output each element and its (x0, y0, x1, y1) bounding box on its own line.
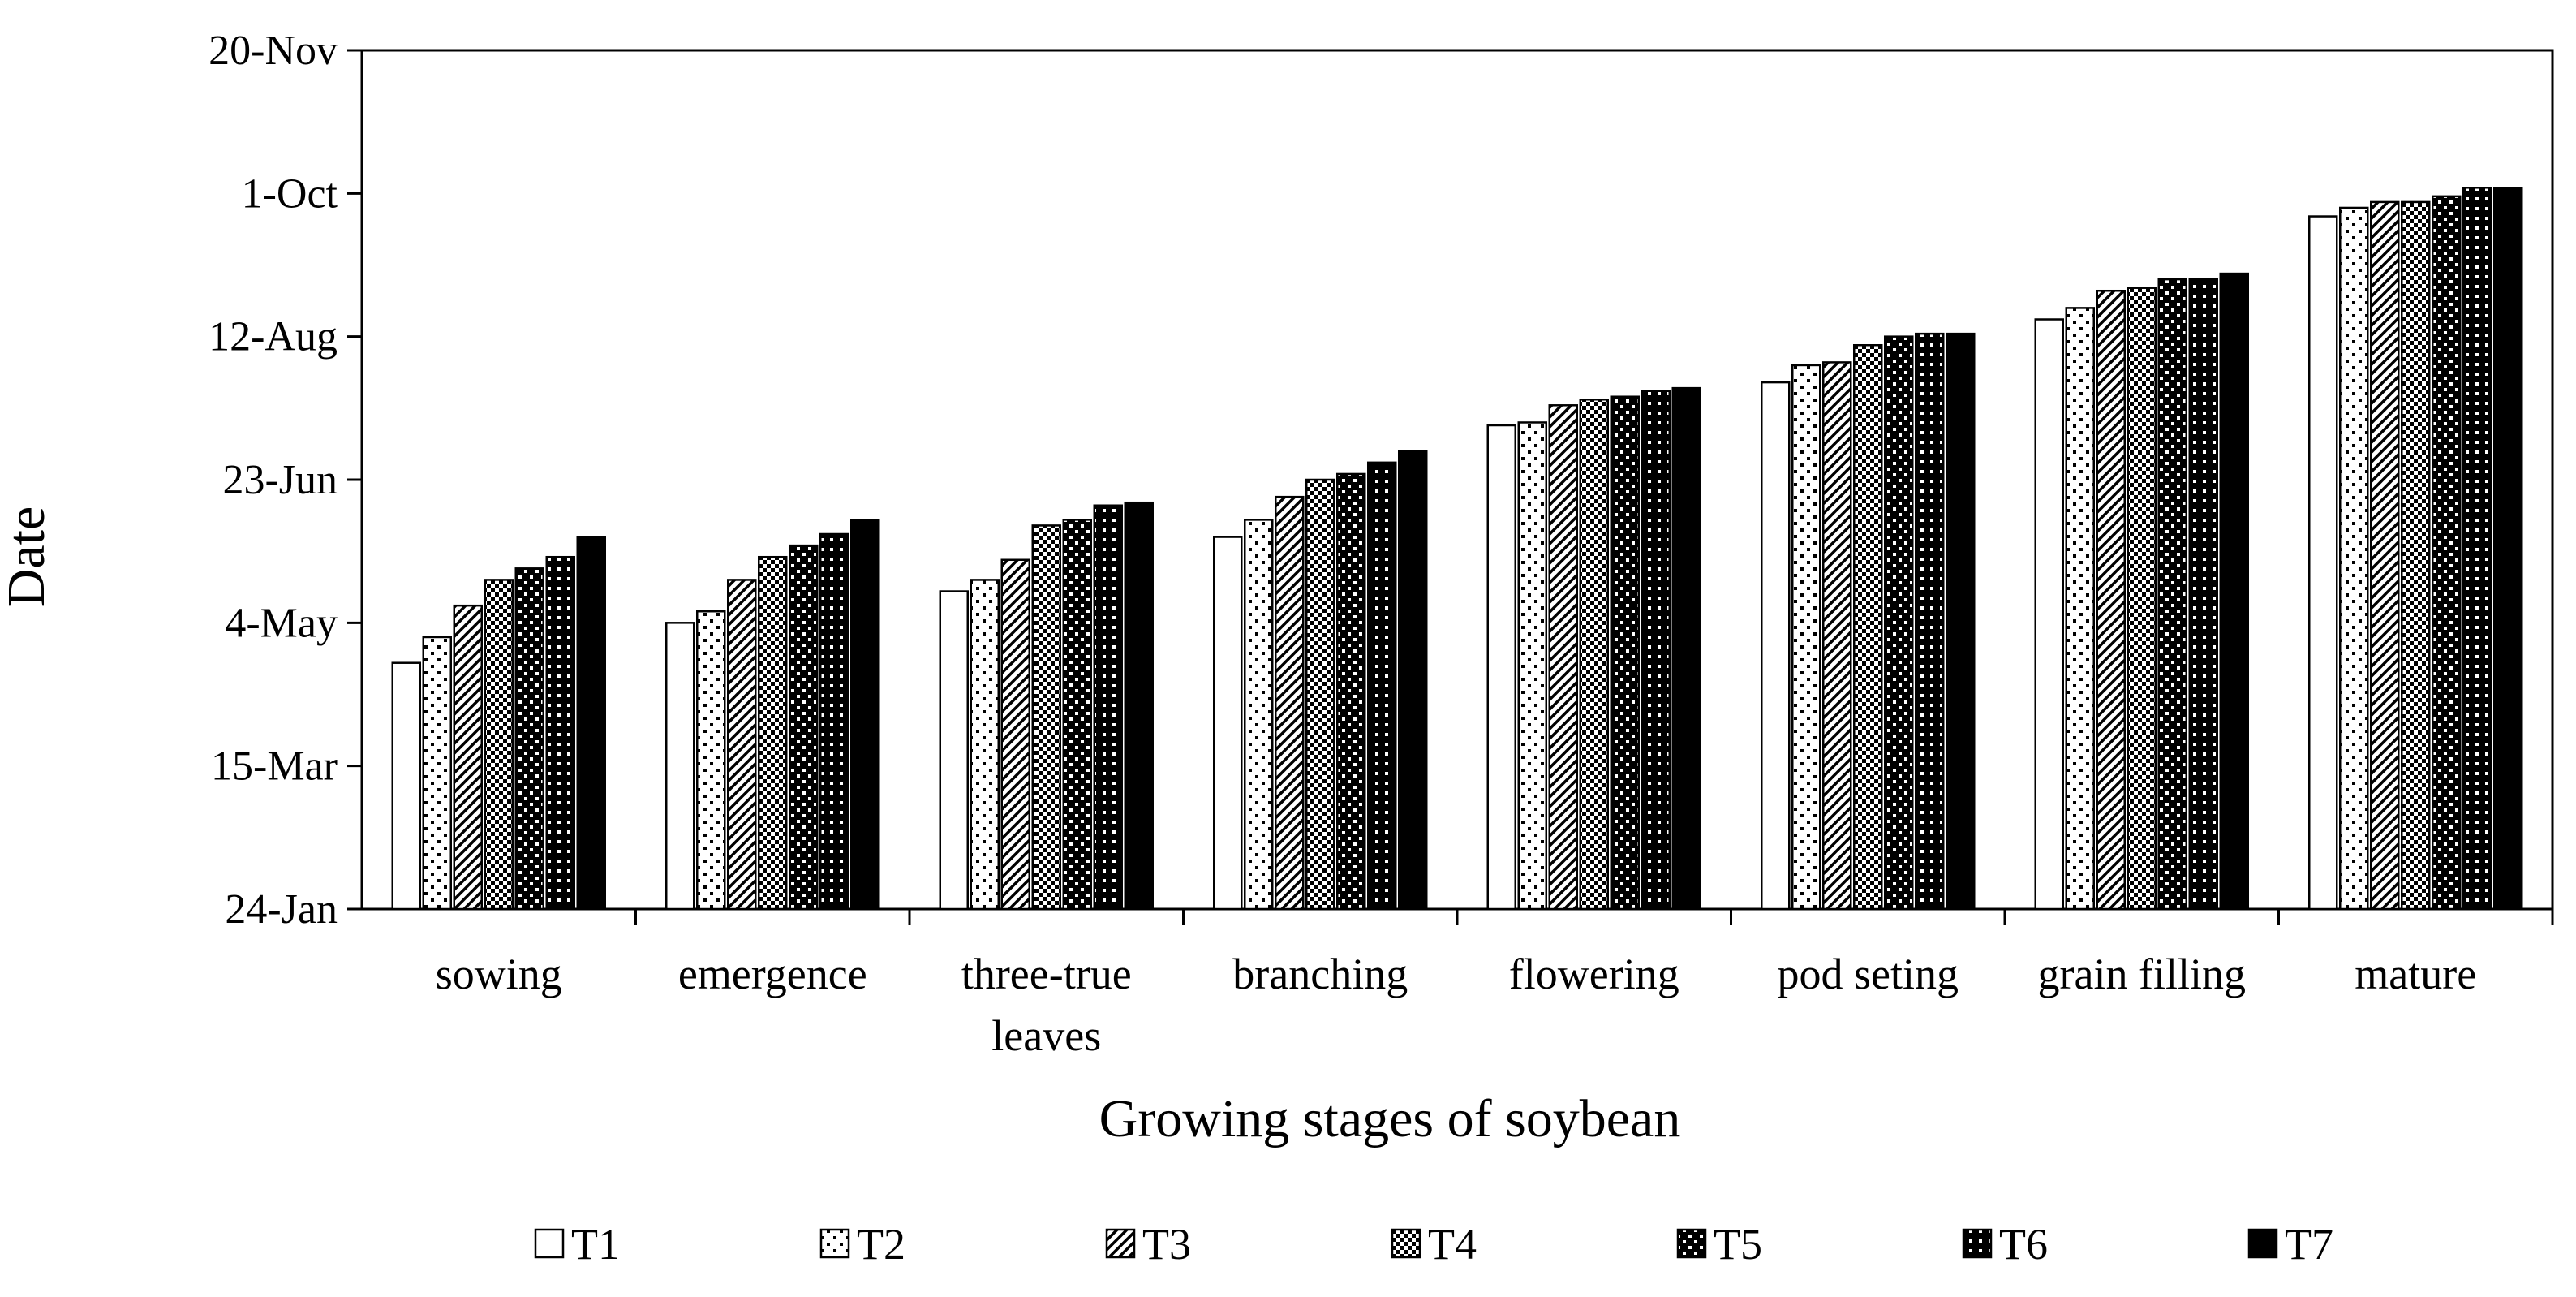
bar-t2 (2065, 307, 2095, 911)
legend-swatch-t5 (1676, 1228, 1707, 1259)
bar-t4 (1031, 524, 1061, 911)
x-tick-label: mature (2355, 950, 2476, 998)
bar-t5 (1336, 472, 1366, 911)
y-tick-label: 24-Jan (225, 886, 338, 933)
bar-t3 (1548, 404, 1578, 911)
bar-t1 (2308, 215, 2338, 911)
bar-t7 (1398, 450, 1428, 911)
legend-swatch-t7 (2247, 1228, 2278, 1259)
bar-t7 (2493, 187, 2523, 911)
x-tick-label: leaves (991, 1011, 1101, 1060)
bar-t3 (727, 579, 757, 911)
bar-t4 (2127, 287, 2157, 911)
bar-t6 (545, 555, 575, 911)
bar-t2 (970, 579, 1000, 911)
bar-t3 (1000, 558, 1030, 911)
bar-t2 (1791, 364, 1821, 911)
bar-t1 (1486, 424, 1516, 911)
bar-t1 (2034, 318, 2064, 911)
y-tick-label: 20-Nov (209, 28, 338, 74)
bar-t7 (2219, 272, 2249, 911)
legend-label-t6: T6 (1999, 1220, 2048, 1269)
bar-t3 (1275, 495, 1305, 911)
legend-label-t3: T3 (1142, 1220, 1191, 1269)
y-axis-title: Date (0, 506, 56, 608)
bar-t3 (1822, 361, 1852, 911)
bar-t2 (422, 636, 452, 911)
bar-t4 (484, 579, 514, 911)
legend: T1 T2 T3 T4 T5 T6 T7 (534, 1220, 2333, 1269)
bar-t6 (2462, 187, 2492, 911)
legend-label-t5: T5 (1714, 1220, 1762, 1269)
bar-t1 (1761, 381, 1791, 911)
bar-t6 (819, 532, 849, 911)
bar-t2 (1517, 421, 1547, 911)
y-tick-label: 1-Oct (242, 170, 338, 217)
bar-t7 (850, 519, 880, 911)
bar-t4 (1853, 343, 1883, 911)
bar-t4 (2401, 200, 2431, 911)
x-tick-label: sowing (436, 950, 562, 998)
bar-t2 (2339, 206, 2369, 911)
legend-swatch-t2 (819, 1228, 850, 1259)
x-axis-title: Growing stages of soybean (1099, 1089, 1681, 1148)
bar-t4 (758, 555, 788, 911)
y-tick-label: 4-May (225, 600, 338, 646)
bar-t5 (1062, 519, 1092, 911)
bar-t4 (1305, 478, 1335, 911)
bar-t1 (1213, 536, 1243, 911)
bar-t2 (696, 610, 726, 911)
legend-label-t7: T7 (2285, 1220, 2333, 1269)
bar-t5 (789, 544, 819, 911)
legend-swatch-t6 (1962, 1228, 1993, 1259)
bar-t4 (1579, 399, 1609, 911)
y-tick-label: 15-Mar (211, 743, 338, 790)
legend-label-t1: T1 (571, 1220, 620, 1269)
y-tick-label: 23-Jun (222, 457, 338, 503)
bar-t7 (1946, 332, 1976, 911)
legend-swatch-t3 (1105, 1228, 1136, 1259)
x-tick-label: pod seting (1778, 950, 1959, 998)
legend-swatch-t1 (534, 1228, 565, 1259)
bar-t2 (1244, 519, 1274, 911)
bar-t6 (2188, 278, 2218, 911)
x-tick-label: branching (1232, 950, 1408, 998)
bar-t5 (1610, 395, 1640, 911)
x-tick-label: emergence (678, 950, 867, 998)
bar-t7 (576, 536, 606, 911)
legend-label-t2: T2 (857, 1220, 905, 1269)
bar-t1 (939, 590, 969, 911)
bar-t6 (1367, 461, 1397, 911)
y-tick-label: 12-Aug (209, 314, 338, 360)
bar-t7 (1124, 501, 1154, 911)
bar-t3 (2096, 289, 2126, 911)
legend-swatch-t4 (1391, 1228, 1421, 1259)
bar-t1 (391, 661, 421, 911)
bar-t3 (2370, 200, 2400, 911)
legend-label-t4: T4 (1428, 1220, 1477, 1269)
bar-t1 (665, 622, 695, 911)
bar-t6 (1641, 390, 1671, 911)
x-tick-label: three-true (961, 950, 1132, 998)
bar-t5 (1884, 335, 1914, 911)
bar-t7 (1671, 386, 1701, 911)
bar-t5 (2157, 278, 2187, 911)
bar-t3 (453, 604, 483, 911)
x-tick-label: flowering (1509, 950, 1679, 998)
plot-area: 24-Jan 15-Mar 4-May 23-Jun 12-Aug 1-Oct 20-Nov… (209, 28, 2554, 1060)
bar-t5 (2432, 195, 2462, 911)
bar-t6 (1915, 332, 1945, 911)
bar-t6 (1093, 504, 1123, 911)
bar-t5 (514, 567, 544, 911)
x-tick-label: grain filling (2038, 950, 2246, 998)
